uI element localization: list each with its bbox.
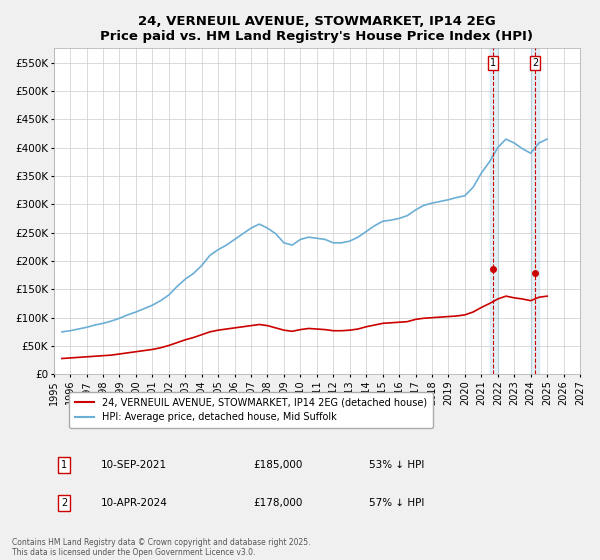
Text: 57% ↓ HPI: 57% ↓ HPI — [370, 498, 425, 508]
Text: 53% ↓ HPI: 53% ↓ HPI — [370, 460, 425, 470]
Text: 1: 1 — [61, 460, 67, 470]
Text: 10-SEP-2021: 10-SEP-2021 — [101, 460, 167, 470]
Text: 10-APR-2024: 10-APR-2024 — [101, 498, 168, 508]
Text: £185,000: £185,000 — [254, 460, 303, 470]
Legend: 24, VERNEUIL AVENUE, STOWMARKET, IP14 2EG (detached house), HPI: Average price, : 24, VERNEUIL AVENUE, STOWMARKET, IP14 2E… — [69, 391, 433, 428]
Bar — [530, 48, 539, 375]
Text: 2: 2 — [61, 498, 67, 508]
Text: £178,000: £178,000 — [254, 498, 303, 508]
Bar — [490, 48, 498, 375]
Text: 2: 2 — [532, 58, 538, 68]
Title: 24, VERNEUIL AVENUE, STOWMARKET, IP14 2EG
Price paid vs. HM Land Registry's Hous: 24, VERNEUIL AVENUE, STOWMARKET, IP14 2E… — [100, 15, 533, 43]
Text: Contains HM Land Registry data © Crown copyright and database right 2025.
This d: Contains HM Land Registry data © Crown c… — [12, 538, 311, 557]
Text: 1: 1 — [490, 58, 496, 68]
